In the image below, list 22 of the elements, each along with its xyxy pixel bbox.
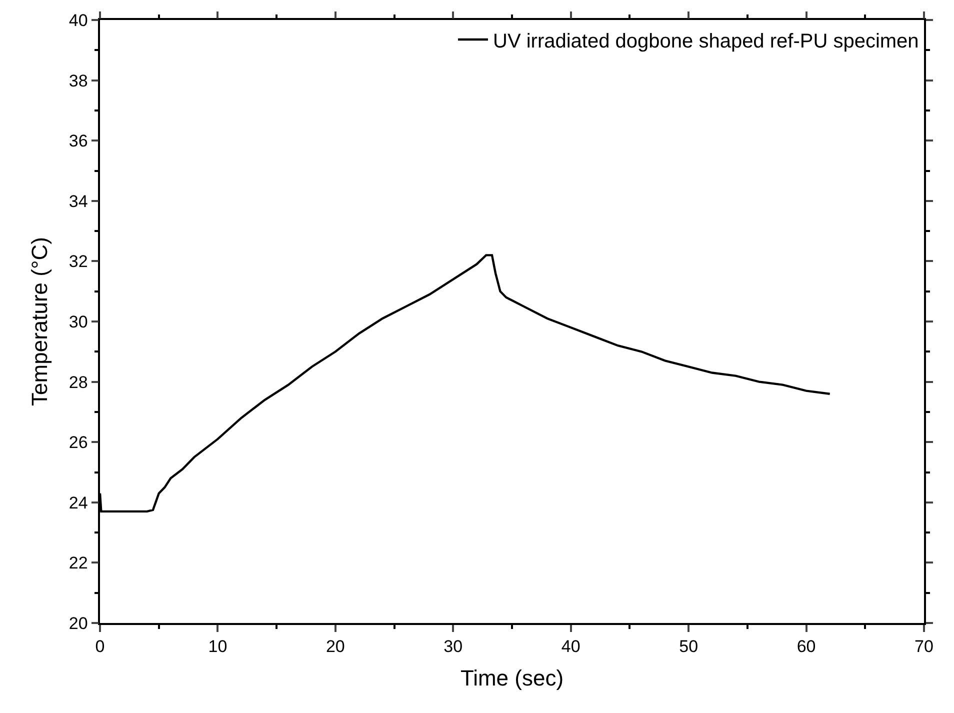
x-tick-label: 30 <box>444 637 463 656</box>
x-tick-label: 0 <box>95 637 105 656</box>
y-tick-label: 38 <box>68 71 88 90</box>
y-tick-label: 20 <box>68 614 88 633</box>
y-axis-title: Temperature (°C) <box>27 237 52 406</box>
y-tick-label: 40 <box>68 10 88 30</box>
x-axis-title: Time (sec) <box>460 666 564 691</box>
y-tick-label: 26 <box>68 433 88 452</box>
x-tick-label: 20 <box>326 637 345 656</box>
y-tick-label: 22 <box>68 554 88 573</box>
x-tick-label: 70 <box>914 637 934 656</box>
legend-label: UV irradiated dogbone shaped ref-PU specimen <box>493 30 919 52</box>
y-tick-label: 30 <box>68 312 88 332</box>
x-tick-label: 10 <box>208 637 228 656</box>
x-tick-label: 50 <box>679 637 698 656</box>
y-tick-label: 32 <box>68 252 88 272</box>
y-tick-label: 34 <box>68 192 88 211</box>
y-tick-label: 36 <box>68 132 88 151</box>
x-tick-label: 60 <box>796 637 816 656</box>
y-tick-label: 28 <box>68 372 88 392</box>
y-tick-label: 24 <box>68 493 88 512</box>
x-tick-label: 40 <box>561 637 580 656</box>
